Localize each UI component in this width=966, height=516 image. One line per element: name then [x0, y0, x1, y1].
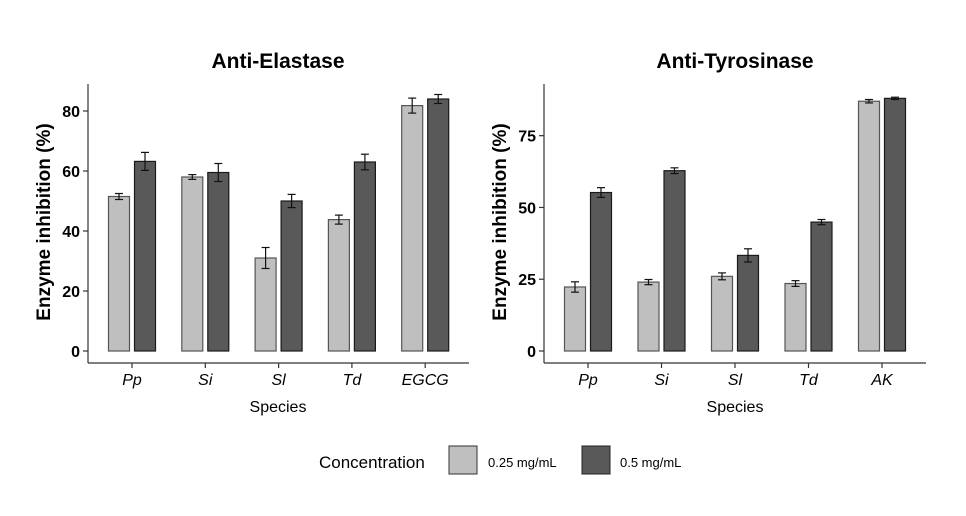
panel-anti-tyrosinase: Anti-Tyrosinase Enzyme inhibition (%) Sp… — [490, 50, 926, 416]
bar-pp-high — [133, 160, 157, 352]
y-tick-label: 75 — [518, 129, 536, 146]
bar-sl-low — [254, 257, 277, 352]
bar-td-high — [353, 161, 376, 352]
legend-label-0: 0.25 mg/mL — [488, 455, 557, 470]
error-bar — [141, 151, 149, 171]
x-tick-label: EGCG — [402, 372, 449, 389]
x-tick-label: AK — [870, 372, 894, 389]
error-bar — [891, 96, 899, 101]
y-tick-label: 0 — [71, 344, 80, 361]
bar-sl-high — [736, 254, 760, 352]
bar-sl-high — [280, 200, 303, 352]
error-bar — [597, 187, 605, 199]
x-tick-label: Si — [198, 372, 213, 389]
bar-ak-high — [883, 97, 907, 352]
legend-swatch-1 — [581, 445, 611, 475]
legend: Concentration 0.25 mg/mL 0.5 mg/mL — [319, 445, 681, 475]
y-tick-label: 40 — [62, 224, 80, 241]
bar-td-low — [784, 282, 807, 352]
error-bar — [571, 281, 579, 293]
error-bar — [817, 218, 826, 226]
bar-egcg-low — [401, 104, 424, 352]
y-tick-label: 0 — [527, 344, 536, 361]
error-bar — [791, 280, 800, 288]
error-bar — [644, 278, 653, 286]
x-tick-label: Si — [654, 372, 669, 389]
x-tick-label: Td — [799, 372, 819, 389]
x-tick-label: Pp — [122, 372, 142, 389]
bar-si-high — [663, 170, 686, 352]
error-bar — [188, 174, 197, 180]
bar-pp-high — [589, 191, 613, 352]
chart-title: Anti-Tyrosinase — [656, 50, 813, 73]
y-tick-label: 20 — [62, 284, 80, 301]
y-axis-label: Enzyme inhibition (%) — [34, 123, 55, 320]
error-bar — [334, 214, 343, 225]
legend-label-1: 0.5 mg/mL — [620, 455, 681, 470]
bar-td-low — [327, 219, 350, 352]
bar-si-low — [637, 281, 660, 352]
y-tick-label: 50 — [518, 200, 536, 217]
y-tick-label: 25 — [518, 272, 536, 289]
x-tick-label: Sl — [271, 372, 286, 389]
legend-title: Concentration — [319, 453, 425, 472]
x-tick-label: Pp — [578, 372, 598, 389]
error-bar — [115, 192, 123, 201]
bar-ak-low — [857, 100, 881, 352]
error-bar — [287, 193, 296, 209]
y-tick-label: 80 — [62, 104, 80, 121]
x-axis-label: Species — [250, 399, 307, 416]
y-tick-label: 60 — [62, 164, 80, 181]
panel-anti-elastase: Anti-Elastase Enzyme inhibition (%) Spec… — [34, 50, 469, 416]
error-bar — [670, 167, 679, 175]
error-bar — [214, 162, 223, 183]
bar-si-high — [207, 171, 230, 352]
x-axis-label: Species — [707, 399, 764, 416]
legend-swatch-0 — [448, 445, 478, 475]
bar-pp-low — [563, 286, 587, 352]
x-tick-label: Sl — [728, 372, 743, 389]
chart-title: Anti-Elastase — [211, 50, 344, 73]
error-bar — [408, 97, 417, 114]
error-bar — [718, 272, 726, 281]
x-tick-label: Td — [343, 372, 363, 389]
error-bar — [865, 98, 873, 104]
bar-pp-low — [107, 195, 131, 352]
y-axis-label: Enzyme inhibition (%) — [490, 123, 511, 320]
bar-sl-low — [710, 275, 734, 352]
bar-egcg-high — [427, 98, 450, 352]
error-bar — [744, 248, 752, 263]
error-bar — [360, 153, 369, 171]
error-bar — [261, 246, 270, 270]
error-bar — [434, 93, 443, 105]
bar-td-high — [810, 221, 833, 352]
bar-si-low — [181, 176, 204, 352]
